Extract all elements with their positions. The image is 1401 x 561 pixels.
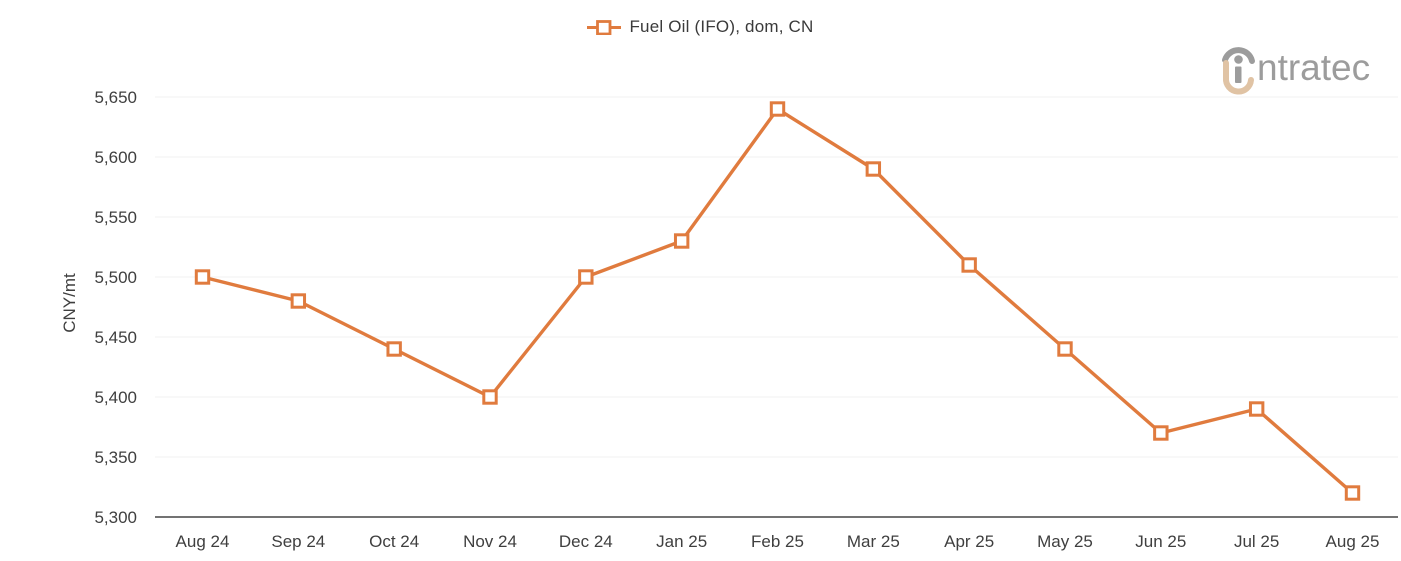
y-tick-label: 5,450 [94,328,137,347]
legend-series-marker-icon [587,19,622,35]
data-point-marker[interactable] [194,269,211,285]
x-tick-label: Jul 25 [1234,532,1279,551]
data-point-marker[interactable] [1153,425,1169,441]
y-tick-label: 5,600 [94,148,137,167]
data-point-marker[interactable] [673,233,690,249]
data-point-marker[interactable] [578,269,594,285]
legend-series-label: Fuel Oil (IFO), dom, CN [629,17,814,36]
y-tick-label: 5,300 [94,508,137,527]
data-point-marker[interactable] [482,389,498,405]
x-tick-label: Aug 25 [1326,532,1380,551]
logo-i-stem [1235,66,1242,83]
x-tick-label: May 25 [1037,532,1093,551]
y-tick-label: 5,550 [94,208,137,227]
legend[interactable]: Fuel Oil (IFO), dom, CN [0,17,1401,37]
data-point-marker[interactable] [386,341,402,357]
x-tick-label: Nov 24 [463,532,517,551]
x-tick-label: Jan 25 [656,532,707,551]
logo-i-dot [1234,55,1243,64]
data-point-marker[interactable] [769,101,786,117]
x-tick-label: Oct 24 [369,532,419,551]
y-axis-title: CNY/mt [60,273,79,333]
logo-bottom-arc [1222,60,1254,95]
x-tick-label: Apr 25 [944,532,994,551]
y-tick-label: 5,350 [94,448,137,467]
logo-top-arc [1222,47,1255,64]
intratec-i-mark-icon [1222,47,1255,95]
intratec-logo: ntratec [1219,40,1389,95]
x-tick-label: Jun 25 [1135,532,1186,551]
y-tick-label: 5,500 [94,268,137,287]
data-point-marker[interactable] [1057,341,1073,357]
x-tick-label: Sep 24 [271,532,325,551]
logo-wordmark: ntratec [1257,47,1371,88]
y-tick-label: 5,650 [94,88,137,107]
x-tick-label: Dec 24 [559,532,613,551]
data-point-marker[interactable] [1344,485,1361,501]
y-tick-label: 5,400 [94,388,137,407]
data-point-marker[interactable] [290,293,307,309]
series-line [202,107,1354,495]
data-point-marker[interactable] [1248,401,1265,417]
x-tick-label: Feb 25 [751,532,804,551]
x-tick-label: Mar 25 [847,532,900,551]
data-point-marker[interactable] [961,257,977,273]
data-point-marker[interactable] [865,161,882,177]
x-tick-label: Aug 24 [176,532,230,551]
